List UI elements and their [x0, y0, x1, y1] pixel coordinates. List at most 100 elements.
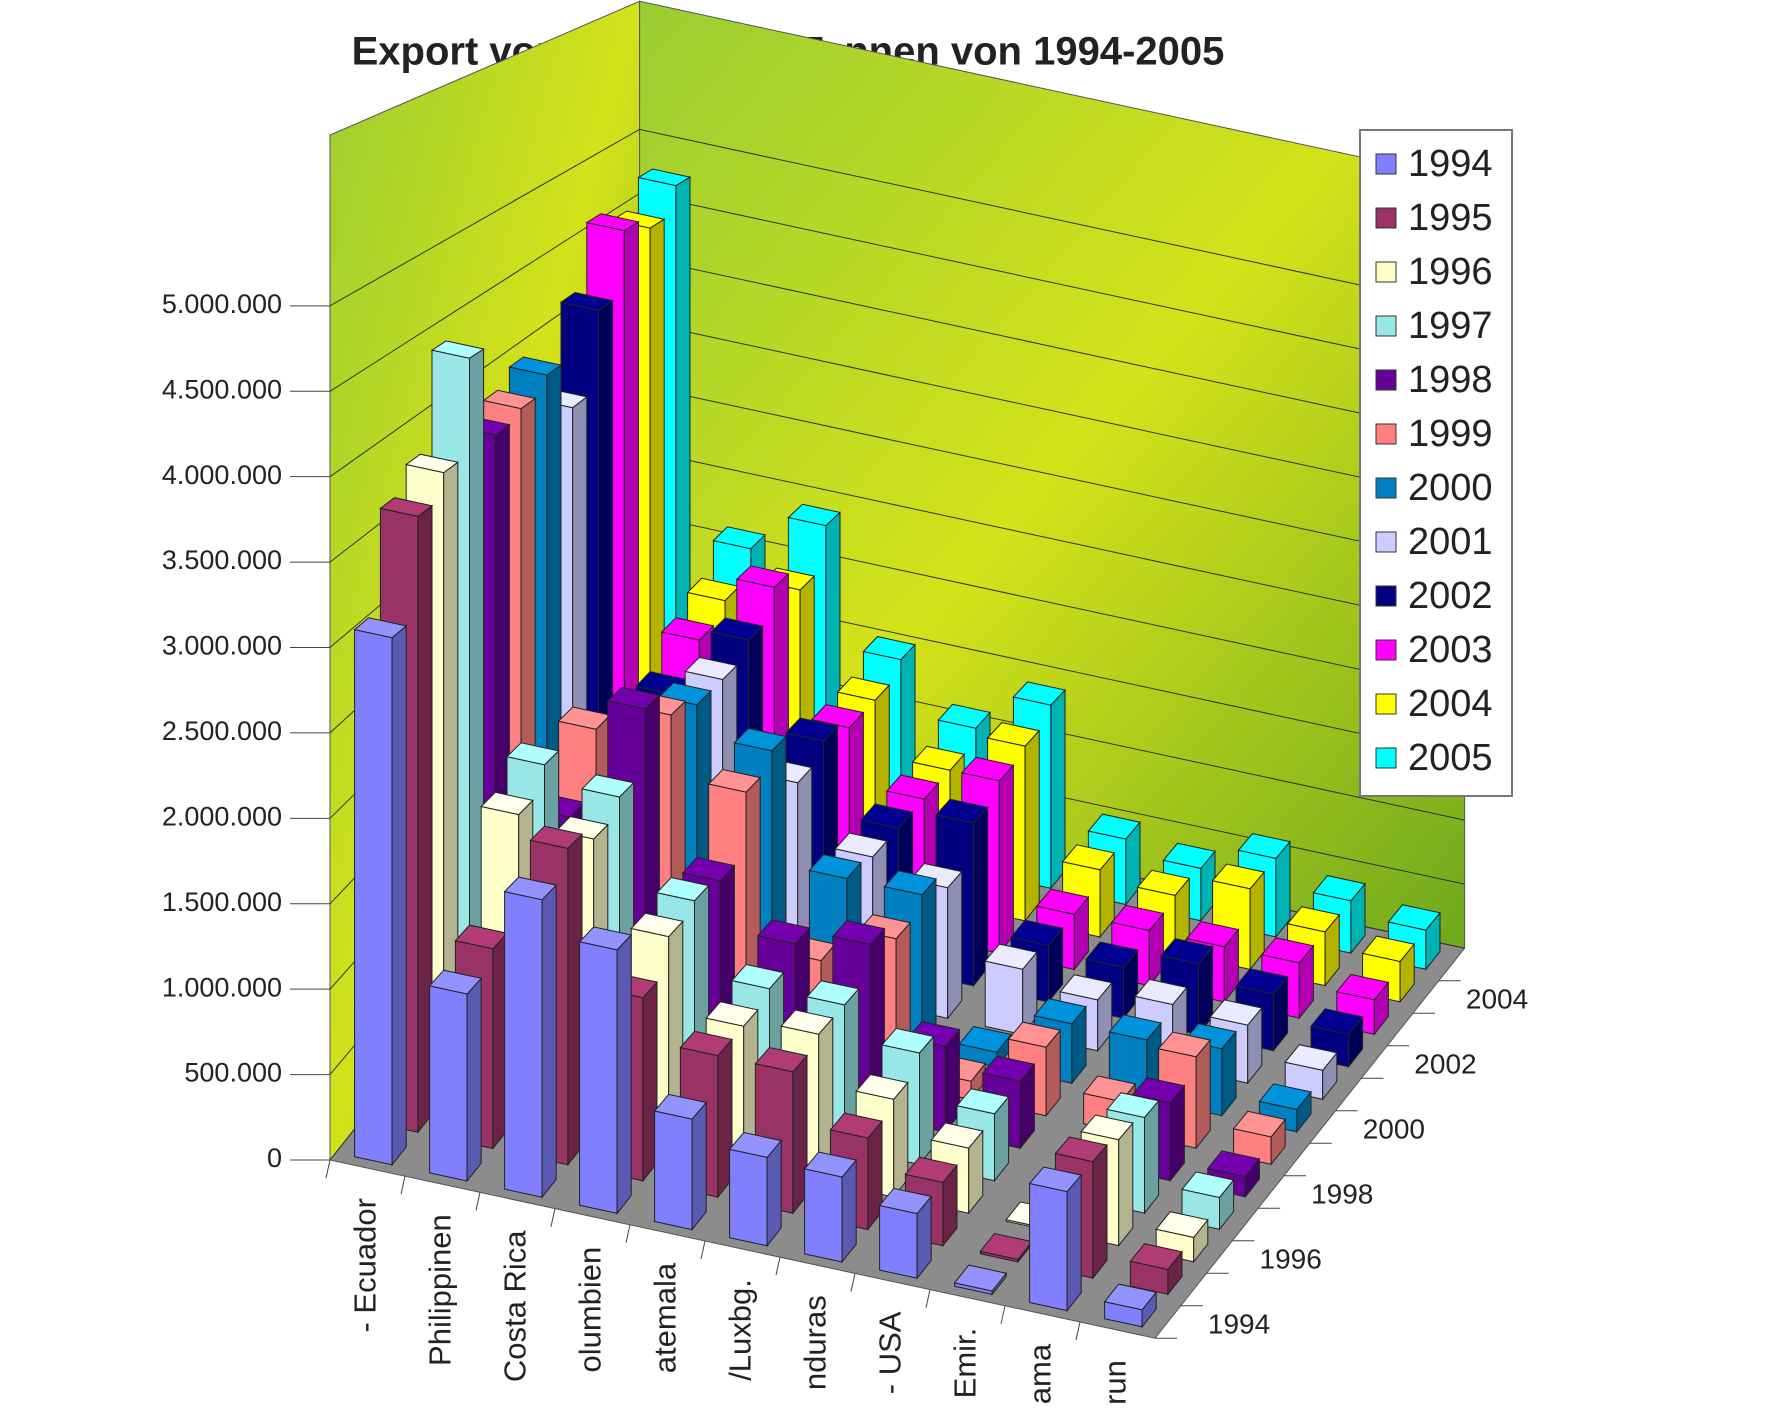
x-tick-label: ama	[1023, 1343, 1058, 1404]
y-tick-label: 5.000.000	[162, 289, 282, 319]
bar-top	[529, 825, 584, 849]
bar-top	[630, 912, 684, 938]
bar-top	[508, 356, 563, 376]
bar-top	[480, 791, 534, 816]
bar-top	[787, 503, 842, 527]
bar	[1129, 1243, 1183, 1296]
bar	[953, 1264, 1008, 1296]
bar-top	[1181, 1171, 1235, 1199]
bar	[979, 1232, 1033, 1264]
x-tick	[1075, 1321, 1081, 1341]
bar-top	[681, 856, 736, 882]
bar	[503, 876, 558, 1199]
bar	[653, 1093, 708, 1232]
bar-top	[606, 686, 661, 710]
x-tick-label: - USA	[873, 1311, 908, 1394]
legend-swatch	[1375, 477, 1397, 499]
bar	[754, 1046, 808, 1215]
bar-top	[1160, 938, 1214, 965]
y-tick-label: 4.500.000	[162, 374, 282, 404]
z-tick-label: 2004	[1466, 983, 1528, 1014]
bar	[578, 926, 633, 1215]
bar-side	[691, 1101, 707, 1232]
legend-label: 1997	[1408, 305, 1493, 347]
legend-label: 1994	[1408, 143, 1493, 185]
bar-side	[1092, 1143, 1108, 1280]
bar-top	[956, 1088, 1010, 1115]
bar	[1310, 1008, 1364, 1069]
bar	[1155, 1211, 1209, 1264]
legend-swatch	[1375, 585, 1397, 607]
legend-swatch	[1375, 747, 1397, 769]
bar-top	[911, 745, 966, 771]
bar-top	[1028, 1166, 1083, 1193]
legend-label: 2001	[1408, 521, 1493, 563]
bar-top	[559, 291, 614, 311]
legend-swatch	[1375, 369, 1397, 391]
bar-top	[1155, 1211, 1209, 1238]
bar-top	[780, 1009, 834, 1035]
bar	[1103, 1283, 1158, 1329]
bar-front	[654, 1110, 693, 1231]
legend-label: 1999	[1408, 413, 1493, 455]
bar	[803, 1151, 858, 1264]
bar-top	[1258, 1083, 1312, 1111]
bar	[1185, 920, 1240, 1004]
legend-label: 1995	[1408, 197, 1493, 239]
bar-top	[953, 1264, 1008, 1292]
bar-top	[482, 389, 537, 410]
bar-top	[904, 1156, 958, 1184]
z-tick-label: 2002	[1414, 1048, 1476, 1079]
bar-top	[930, 1122, 984, 1149]
legend-swatch	[1375, 639, 1397, 661]
x-tick	[475, 1192, 481, 1211]
bar	[428, 969, 483, 1183]
bar-top	[984, 943, 1038, 970]
bar-front	[504, 890, 543, 1198]
bar-top	[1061, 844, 1116, 871]
bar-top	[806, 980, 860, 1006]
x-tick-label: Philippinen	[423, 1214, 458, 1366]
bar-top	[1134, 978, 1188, 1006]
bar-top	[754, 1046, 808, 1073]
bar	[958, 1025, 1012, 1069]
bars	[353, 168, 1441, 1329]
legend-swatch	[1375, 153, 1397, 175]
bar	[353, 617, 408, 1167]
y-tick-label: 2.000.000	[162, 801, 282, 831]
y-tick-label: 1.000.000	[162, 972, 282, 1002]
z-tick-label: 1998	[1311, 1178, 1373, 1209]
bar-side	[541, 883, 557, 1199]
bar-top	[1260, 937, 1315, 964]
bar-side	[466, 976, 482, 1183]
bar	[1232, 1110, 1287, 1166]
y-tick-label: 500.000	[184, 1058, 282, 1088]
bar-side	[973, 806, 989, 988]
bar-top	[712, 526, 767, 550]
bar	[878, 1187, 933, 1280]
bar-top	[1237, 833, 1291, 859]
bar-top	[731, 963, 785, 990]
bar-front	[879, 1204, 918, 1279]
bar-top	[656, 876, 710, 902]
bar-top	[1131, 1077, 1186, 1104]
bar-side	[998, 764, 1014, 955]
bar-top	[1211, 863, 1266, 890]
bar-top	[1335, 973, 1390, 1001]
z-tick-label: 1994	[1208, 1308, 1270, 1339]
bar-top	[1012, 681, 1066, 706]
bar-side	[1118, 1121, 1134, 1248]
y-tick-label: 2.500.000	[162, 716, 282, 746]
bar-side	[1024, 729, 1040, 923]
bar-top	[1310, 1008, 1364, 1035]
bar-front	[804, 1168, 843, 1263]
bar-top	[1007, 1021, 1062, 1048]
bar-top	[684, 656, 738, 681]
bar-top	[1054, 1136, 1108, 1163]
bar-top	[1157, 1031, 1212, 1058]
bar-top	[1010, 919, 1064, 946]
x-tick	[1000, 1305, 1006, 1324]
bar	[1258, 1083, 1312, 1134]
bar-top	[756, 919, 811, 945]
bar-top	[503, 876, 558, 901]
